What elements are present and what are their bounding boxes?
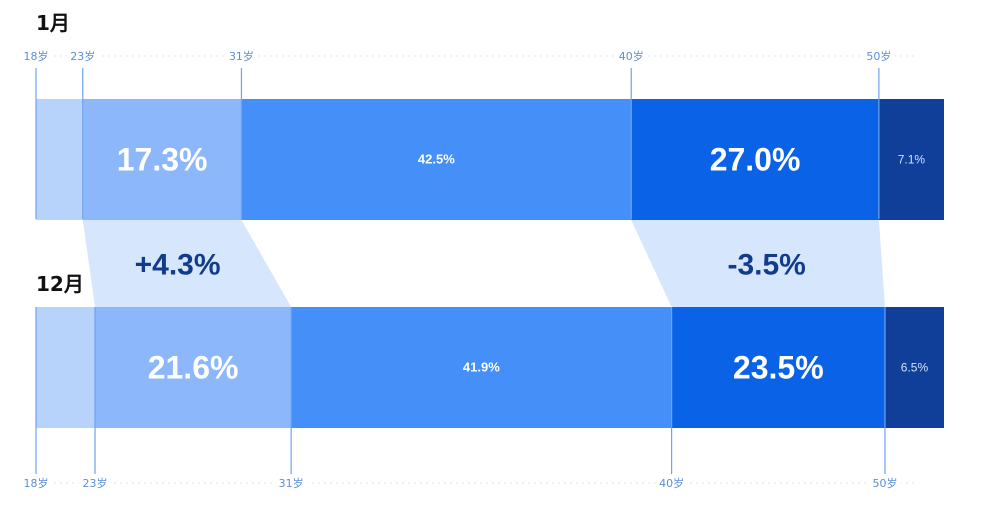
tick-bg-r2-4 <box>655 474 688 491</box>
period-label-2: 12月 <box>36 272 84 296</box>
tick-label-r2-1: 18岁 <box>24 476 49 490</box>
value-label-r1-s4: 27.0% <box>710 142 801 178</box>
period-label-1: 1月 <box>36 11 70 35</box>
tick-label-r1-1: 18岁 <box>24 49 49 63</box>
bar-segment-r1-s3 <box>241 99 632 220</box>
tick-bg-r1-2 <box>66 47 99 64</box>
tick-bg-r2-2 <box>79 474 112 491</box>
bar-segment-r1-s5 <box>878 99 944 220</box>
tick-label-r1-5: 50岁 <box>866 49 891 63</box>
bar-segment-r2-s1 <box>36 307 96 428</box>
value-label-r1-s3: 42.5% <box>418 152 455 167</box>
tick-label-r1-2: 23岁 <box>70 49 95 63</box>
tick-label-r2-5: 50岁 <box>872 476 897 490</box>
bar-segment-r1-s1 <box>36 99 83 220</box>
change-band-2 <box>631 220 885 307</box>
value-label-r2-s4: 23.5% <box>733 350 824 386</box>
change-band-1 <box>82 220 292 307</box>
tick-label-r2-3: 31岁 <box>279 476 304 490</box>
tick-bg-r1-3 <box>225 47 258 64</box>
bar-segment-r2-s4 <box>671 307 885 428</box>
value-label-r1-s2: 17.3% <box>117 142 208 178</box>
bar-segment-r2-s5 <box>884 307 944 428</box>
bar-segment-r2-s3 <box>291 307 672 428</box>
bar-segment-r2-s2 <box>95 307 292 428</box>
value-label-r2-s2: 21.6% <box>148 350 239 386</box>
bar-segment-r1-s4 <box>631 99 879 220</box>
tick-label-r2-2: 23岁 <box>83 476 108 490</box>
value-label-r2-s5: 6.5% <box>901 361 929 375</box>
tick-label-r1-3: 31岁 <box>229 49 254 63</box>
change-label-1: +4.3% <box>135 249 221 282</box>
tick-bg-r2-1 <box>20 474 52 491</box>
tick-bg-r1-4 <box>615 47 648 64</box>
value-label-r1-s5: 7.1% <box>898 153 926 167</box>
value-label-r2-s3: 41.9% <box>463 360 500 375</box>
tick-label-r2-4: 40岁 <box>659 476 684 490</box>
tick-label-r1-4: 40岁 <box>619 49 644 63</box>
tick-bg-r1-5 <box>862 47 895 64</box>
tick-bg-r1-1 <box>20 47 52 64</box>
tick-bg-r2-5 <box>868 474 901 491</box>
change-label-2: -3.5% <box>727 249 805 282</box>
bar-segment-r1-s2 <box>82 99 242 220</box>
tick-bg-r2-3 <box>275 474 308 491</box>
